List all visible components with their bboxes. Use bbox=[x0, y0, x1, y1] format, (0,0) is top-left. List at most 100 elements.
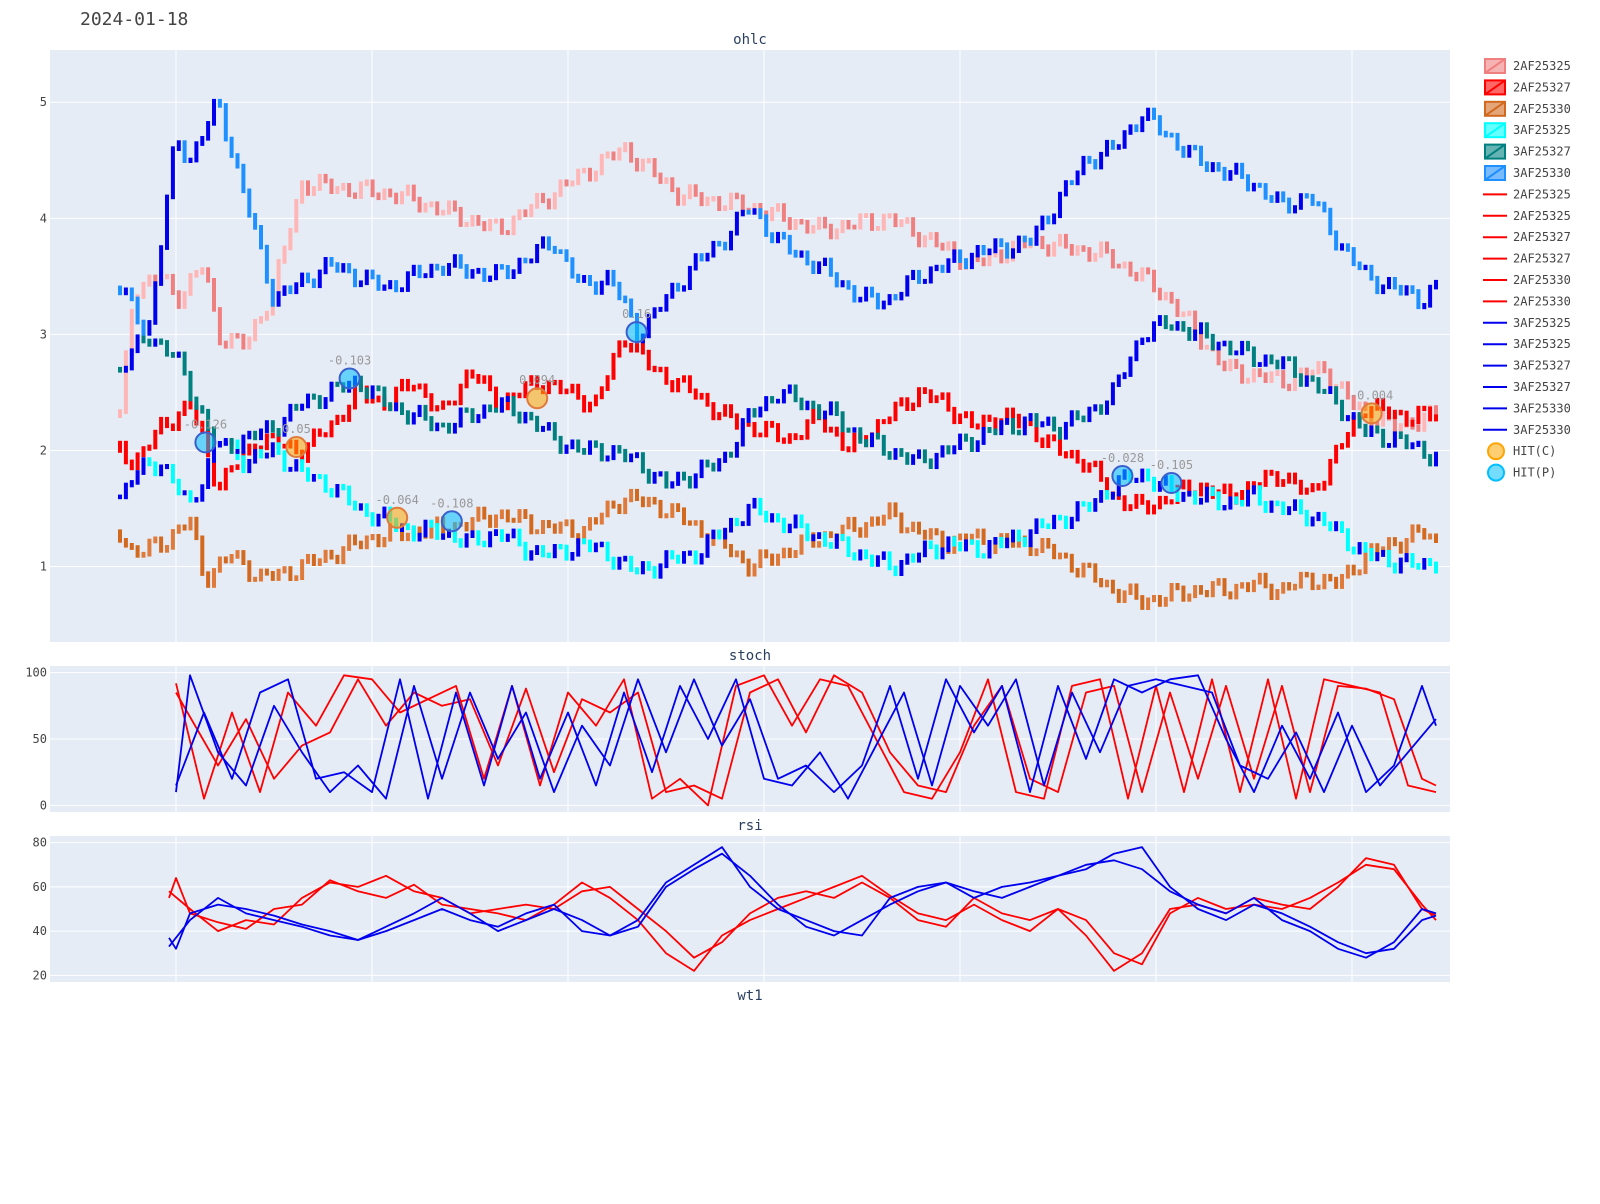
ohlc-bar-2AF25327 bbox=[1075, 449, 1080, 464]
legend-item-line[interactable]: 2AF25330 bbox=[1483, 273, 1571, 287]
ohlc-bar-3AF25325 bbox=[1199, 497, 1203, 505]
ohlc-bar-2AF25327 bbox=[217, 481, 222, 491]
ohlc-bar-3AF25330 bbox=[447, 263, 451, 276]
legend-item-box[interactable]: 2AF25330 bbox=[1484, 100, 1571, 117]
ohlc-bar-2AF25327 bbox=[1293, 472, 1297, 485]
ohlc-bar-2AF25327 bbox=[1005, 407, 1010, 423]
ohlc-bar-2AF25327 bbox=[1246, 481, 1250, 495]
legend-item-line[interactable]: 2AF25325 bbox=[1483, 209, 1571, 223]
ohlc-bar-2AF25327 bbox=[1328, 458, 1333, 486]
hit-put-marker[interactable] bbox=[1160, 471, 1183, 494]
ohlc-bar-3AF25330 bbox=[1387, 277, 1391, 290]
ohlc-bar-3AF25330 bbox=[1257, 182, 1262, 188]
ohlc-bar-3AF25325 bbox=[564, 544, 569, 561]
ohlc-bar-3AF25327 bbox=[658, 471, 663, 477]
ohlc-bar-3AF25327 bbox=[394, 402, 399, 412]
ohlc-bar-3AF25327 bbox=[905, 452, 910, 465]
ohlc-bar-2AF25327 bbox=[646, 349, 651, 371]
ohlc-bar-3AF25330 bbox=[1222, 166, 1227, 181]
legend-label: 2AF25327 bbox=[1513, 80, 1571, 94]
hit-call-marker[interactable] bbox=[526, 387, 549, 410]
hit-put-marker[interactable] bbox=[338, 367, 361, 390]
legend-item-line[interactable]: 2AF25325 bbox=[1483, 187, 1571, 201]
hit-put-marker[interactable] bbox=[1111, 465, 1134, 488]
ohlc-bar-2AF25330 bbox=[781, 547, 786, 559]
legend-item-line[interactable]: 3AF25327 bbox=[1483, 380, 1571, 394]
hit-put-marker[interactable] bbox=[440, 510, 463, 533]
legend-item-box[interactable]: 3AF25325 bbox=[1484, 122, 1571, 139]
hit-call-marker[interactable] bbox=[1360, 402, 1383, 425]
ohlc-bar-3AF25330 bbox=[834, 272, 839, 288]
legend-item-line[interactable]: 3AF25330 bbox=[1483, 423, 1571, 437]
ohlc-bar-3AF25330 bbox=[294, 282, 299, 295]
ohlc-bar-3AF25325 bbox=[687, 550, 692, 556]
legend-item-marker[interactable]: HIT(C) bbox=[1487, 442, 1556, 461]
ohlc-bar-3AF25325 bbox=[1322, 511, 1327, 527]
ohlc-bar-2AF25330 bbox=[511, 517, 516, 523]
ohlc-bar-2AF25330 bbox=[1287, 582, 1292, 591]
ohlc-bar-3AF25330 bbox=[464, 264, 469, 279]
ohlc-bar-3AF25327 bbox=[1351, 412, 1356, 420]
legend-item-line[interactable]: 3AF25327 bbox=[1483, 359, 1571, 373]
ohlc-bar-2AF25325 bbox=[917, 232, 921, 248]
ohlc-bar-3AF25325 bbox=[1099, 490, 1104, 503]
ohlc-bar-3AF25325 bbox=[734, 517, 739, 527]
ohlc-bar-3AF25327 bbox=[1234, 350, 1239, 356]
ohlc-bar-3AF25327 bbox=[1398, 431, 1403, 439]
hit-call-marker[interactable] bbox=[285, 435, 308, 458]
ohlc-bar-3AF25325 bbox=[1069, 516, 1074, 529]
ohlc-bar-3AF25325 bbox=[494, 529, 498, 536]
ohlc-bar-3AF25330 bbox=[165, 194, 169, 250]
legend-label: 2AF25325 bbox=[1513, 209, 1571, 223]
stoch-pane[interactable]: stoch 0 50 100 bbox=[25, 648, 1450, 812]
ohlc-bar-3AF25330 bbox=[817, 261, 822, 274]
ohlc-bar-2AF25325 bbox=[1204, 344, 1209, 350]
ohlc-bar-3AF25327 bbox=[235, 449, 240, 454]
rsi-pane[interactable]: rsi 20 40 60 80 bbox=[33, 818, 1450, 982]
legend-item-box[interactable]: 3AF25327 bbox=[1484, 143, 1571, 160]
ohlc-bar-3AF25325 bbox=[1193, 490, 1198, 505]
ohlc-bar-2AF25330 bbox=[875, 516, 880, 526]
ohlc-bar-2AF25330 bbox=[159, 536, 164, 553]
hit-call-marker[interactable] bbox=[386, 506, 409, 529]
ohlc-bar-2AF25330 bbox=[429, 520, 434, 539]
legend-item-box[interactable]: 2AF25325 bbox=[1484, 58, 1571, 74]
ohlc-bar-3AF25330 bbox=[705, 252, 710, 262]
ohlc-bar-2AF25325 bbox=[1075, 245, 1080, 256]
ohlc-plot-area[interactable] bbox=[50, 50, 1450, 642]
ohlc-bar-2AF25327 bbox=[711, 402, 716, 421]
legend-item-box[interactable]: 2AF25327 bbox=[1484, 79, 1571, 96]
legend-item-marker[interactable]: HIT(P) bbox=[1487, 463, 1556, 482]
legend[interactable]: 2AF25325 2AF25327 2AF25330 3AF25325 3AF25327… bbox=[1483, 58, 1571, 482]
hit-put-marker[interactable] bbox=[194, 431, 217, 454]
hit-annotation: -0.004 bbox=[1350, 388, 1393, 402]
ohlc-bar-3AF25330 bbox=[529, 258, 534, 264]
legend-item-line[interactable]: 3AF25325 bbox=[1483, 337, 1571, 351]
ohlc-bar-3AF25327 bbox=[129, 348, 134, 371]
ohlc-bar-3AF25327 bbox=[1275, 359, 1280, 370]
ohlc-bar-3AF25327 bbox=[118, 366, 122, 373]
ohlc-bar-2AF25327 bbox=[611, 352, 616, 380]
ohlc-pane[interactable]: ohlc 1 2 3 4 5 -0.126 0.05 -0.103 -0.064 -0.108 0… bbox=[40, 32, 1450, 642]
ohlc-bar-2AF25325 bbox=[811, 225, 816, 234]
rsi-plot-area[interactable] bbox=[50, 836, 1450, 982]
ohlc-bar-3AF25325 bbox=[259, 449, 263, 459]
ohlc-bar-2AF25330 bbox=[129, 543, 134, 550]
ohlc-bar-2AF25325 bbox=[364, 179, 369, 187]
ohlc-bar-3AF25325 bbox=[476, 530, 481, 546]
ohlc-bar-3AF25325 bbox=[1381, 549, 1386, 557]
ohlc-bar-2AF25330 bbox=[1122, 590, 1127, 603]
ohlc-bar-2AF25327 bbox=[852, 432, 857, 453]
legend-item-box[interactable]: 3AF25330 bbox=[1484, 165, 1571, 181]
ohlc-bar-3AF25325 bbox=[458, 538, 463, 548]
legend-item-line[interactable]: 3AF25325 bbox=[1483, 316, 1571, 330]
legend-item-line[interactable]: 3AF25330 bbox=[1483, 401, 1571, 415]
legend-item-line[interactable]: 2AF25330 bbox=[1483, 294, 1571, 308]
ohlc-bar-3AF25325 bbox=[1152, 476, 1156, 492]
ohlc-bar-2AF25325 bbox=[229, 333, 234, 349]
ohlc-bar-3AF25327 bbox=[1105, 400, 1109, 415]
legend-item-line[interactable]: 2AF25327 bbox=[1483, 230, 1571, 244]
ohlc-bar-2AF25327 bbox=[229, 465, 234, 473]
legend-item-line[interactable]: 2AF25327 bbox=[1483, 252, 1571, 266]
hit-put-marker[interactable] bbox=[625, 321, 648, 344]
